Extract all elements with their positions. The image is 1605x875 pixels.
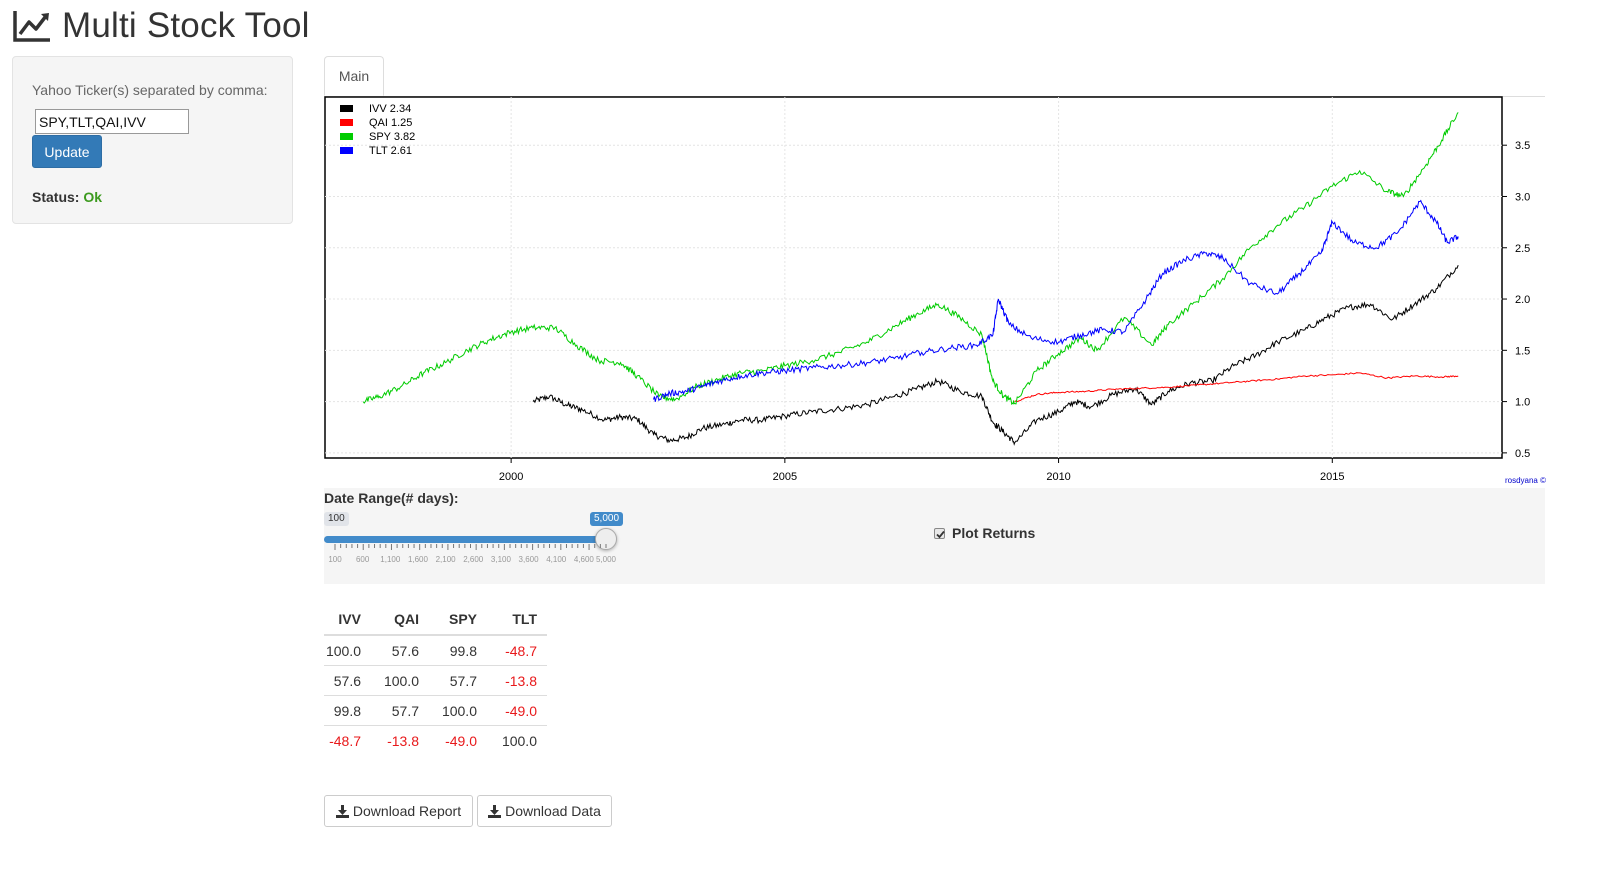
plot-area [324,96,1503,459]
slider-grid-label: 600 [355,555,370,564]
y-tick-label: 2.0 [1515,294,1530,306]
legend-swatch [340,147,353,154]
column-header: TLT [487,603,547,636]
table-cell: 100.0 [371,665,429,696]
ticker-input[interactable] [35,109,189,134]
x-tick-label: 2000 [499,471,523,483]
table-row: 99.8 57.7 100.0 -49.0 [324,695,547,726]
column-header: SPY [429,603,487,636]
table-cell: 100.0 [324,634,371,666]
update-button[interactable]: Update [32,135,102,168]
table-cell: -48.7 [324,725,371,755]
status-line: Status: Ok [32,189,102,205]
y-axis: 0.5 1.0 1.5 2.0 2.5 3.0 3.5 [1502,140,1530,460]
page-title: Multi Stock Tool [62,6,310,45]
legend-swatch [340,133,353,140]
x-tick-label: 2005 [773,471,797,483]
legend-label: QAI 1.25 [369,117,412,129]
x-axis: 2000 2005 2010 2015 [499,458,1345,483]
slider-track[interactable] [324,536,607,543]
series-lines [362,112,1459,446]
status-separator: : [74,189,84,205]
series-line-tlt [653,199,1459,402]
controls-panel: Date Range(# days): 100 5,000 100 600 1,10… [324,488,1545,584]
slider-grid-label: 100 [328,555,342,564]
slider-grid-label: 2,600 [463,555,484,564]
table-row: 57.6 100.0 57.7 -13.8 [324,665,547,696]
plot-returns-toggle[interactable]: Plot Returns [934,525,1035,541]
y-tick-label: 1.0 [1515,397,1530,409]
table-cell: -48.7 [487,634,547,666]
legend: IVV 2.34 QAI 1.25 SPY 3.82 TLT 2.61 [340,103,415,157]
table-cell: 57.7 [429,665,487,696]
table-cell: -49.0 [429,725,487,755]
slider-min-tag: 100 [324,512,349,526]
slider-grid-label: 5,000 [595,555,617,564]
legend-label: IVV 2.34 [369,103,411,115]
sidebar-panel: Yahoo Ticker(s) separated by comma: Upda… [12,56,293,224]
slider-grid-label: 4,100 [546,555,567,564]
slider-grid-label: 3,600 [518,555,539,564]
slider-grid-label: 2,100 [435,555,456,564]
table-cell: 99.8 [324,695,371,726]
chart-credit: rosdyana © [1505,476,1546,485]
date-range-label: Date Range(# days): [324,490,459,506]
y-tick-label: 2.5 [1515,243,1530,255]
x-tick-label: 2010 [1046,471,1070,483]
series-line-qai [1014,372,1459,403]
tab-bar: Main [324,56,1545,97]
plot-returns-label: Plot Returns [952,525,1036,541]
slider-grid-label: 3,100 [490,555,511,564]
legend-swatch [340,105,353,112]
table-header-row: IVV QAI SPY TLT [324,603,547,636]
column-header: QAI [371,603,429,636]
series-line-ivv [532,265,1459,446]
y-tick-label: 0.5 [1515,448,1530,460]
y-tick-label: 1.5 [1515,345,1530,357]
app-title-bar: Multi Stock Tool [12,4,310,48]
download-data-button[interactable]: Download Data [477,795,612,827]
table-cell: 100.0 [487,725,547,755]
table-cell: -49.0 [487,695,547,726]
correlation-table: IVV QAI SPY TLT 100.0 57.6 99.8 -48.7 57.6 10… [324,603,547,755]
download-icon [488,804,502,818]
slider-grid-label: 1,100 [380,555,401,564]
grid-lines [325,97,1502,458]
download-report-label: Download Report [352,803,462,819]
check-icon [936,530,945,538]
download-report-button[interactable]: Download Report [324,795,473,827]
tab-main[interactable]: Main [324,56,384,96]
legend-swatch [340,119,353,126]
table-cell: 99.8 [429,634,487,666]
download-data-label: Download Data [505,803,601,819]
status-label: Status [32,189,75,205]
slider-grid-label: 1,600 [407,555,428,564]
legend-label: TLT 2.61 [369,145,412,157]
table-cell: 57.7 [371,695,429,726]
y-tick-label: 3.5 [1515,140,1530,152]
plot-returns-checkbox[interactable] [934,527,945,539]
table-cell: 57.6 [371,634,429,666]
y-tick-label: 3.0 [1515,191,1530,203]
table-row: 100.0 57.6 99.8 -48.7 [324,634,547,666]
column-header: IVV [324,603,371,636]
series-line-spy [362,112,1459,406]
table-cell: 57.6 [324,665,371,696]
download-icon [335,804,349,818]
table-cell: 100.0 [429,695,487,726]
table-row: -48.7 -13.8 -49.0 100.0 [324,725,547,755]
x-tick-label: 2015 [1320,471,1344,483]
status-value: Ok [83,189,103,205]
slider-value-tag: 5,000 [590,512,624,526]
date-range-slider[interactable]: 100 5,000 100 600 1,100 1,600 2,100 2,600 3,10… [324,510,624,570]
table-cell: -13.8 [487,665,547,696]
line-chart-icon [13,11,50,42]
legend-label: SPY 3.82 [369,131,415,143]
ticker-label: Yahoo Ticker(s) separated by comma: [32,82,268,98]
stock-chart: IVV 2.34 QAI 1.25 SPY 3.82 TLT 2.61 2000 200… [324,96,1548,488]
table-cell: -13.8 [371,725,429,755]
slider-grid-label: 4,600 [573,555,594,564]
